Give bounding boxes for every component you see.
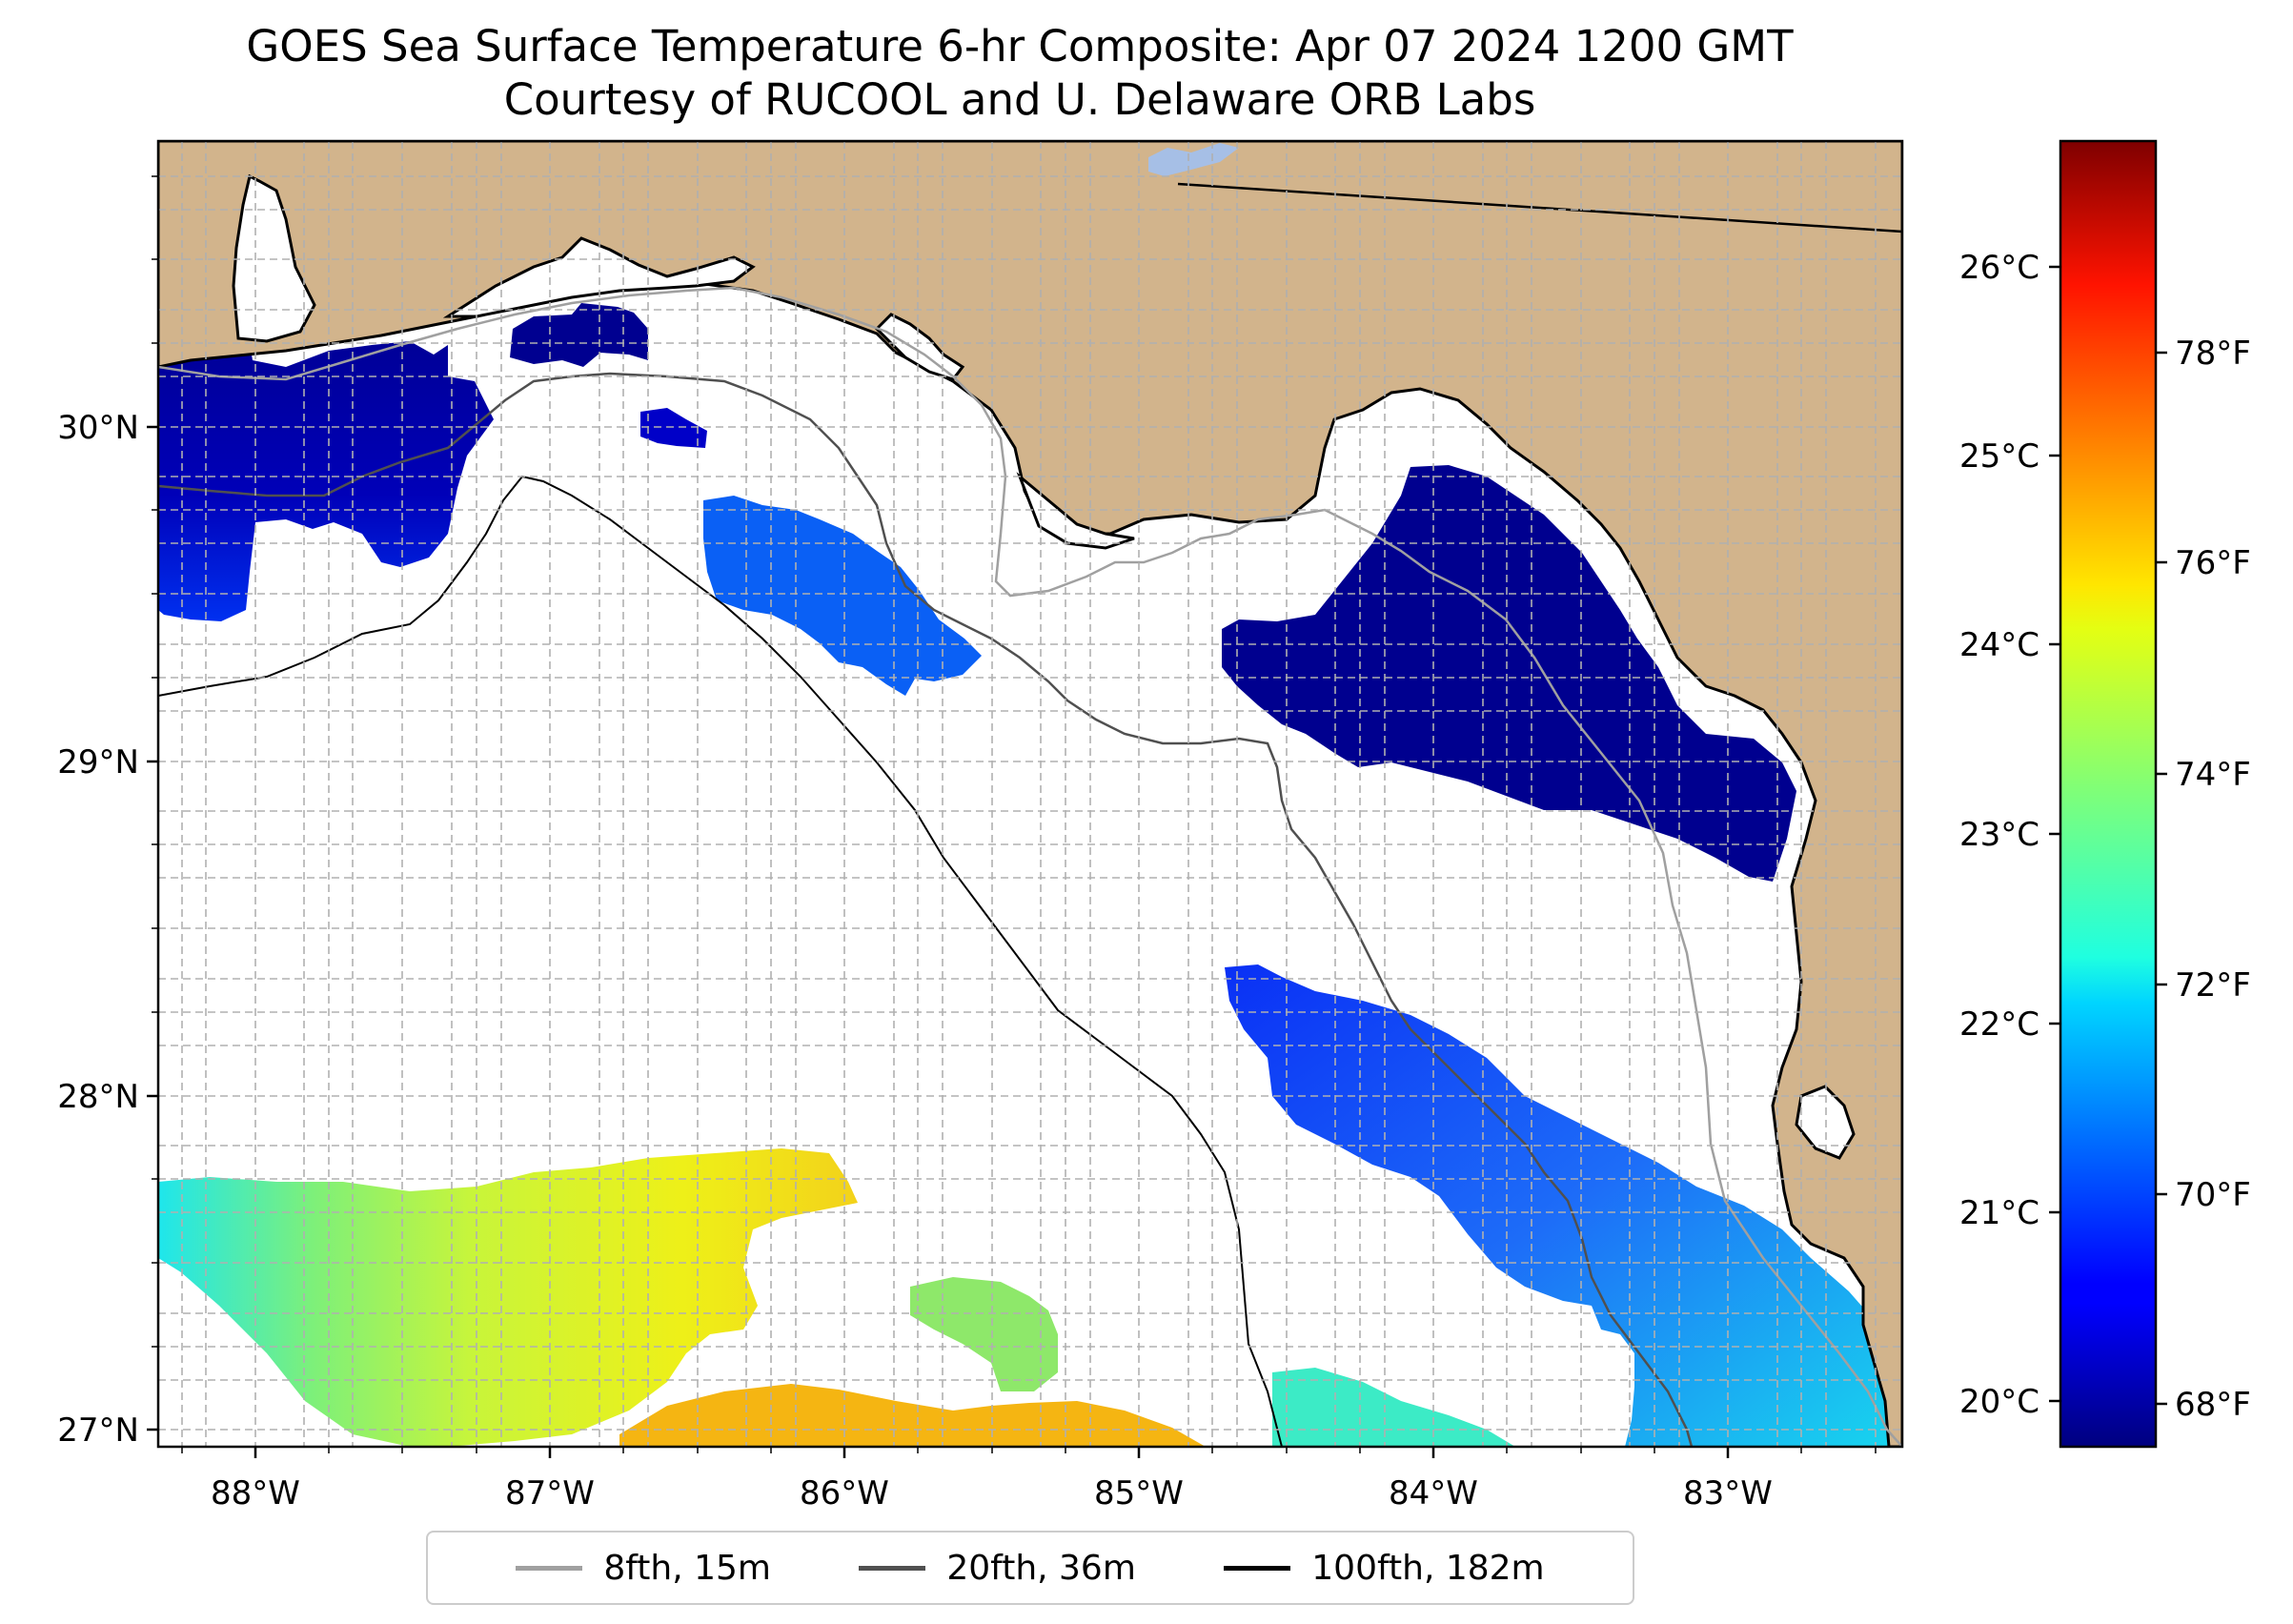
colorbar-label-24c: 24°C: [1959, 626, 2039, 664]
isobath-100fth: [158, 475, 1283, 1447]
isobath-20fth: [158, 372, 1694, 1447]
state-border: [1177, 182, 1902, 233]
lat-label-29n: 29°N: [57, 743, 139, 782]
sst-patch-south-orange: [619, 1384, 1206, 1447]
lon-label-83w: 83°W: [1683, 1474, 1773, 1512]
colorbar-label-22c: 22°C: [1959, 1005, 2039, 1044]
legend-label: 20fth, 36m: [946, 1548, 1136, 1588]
lon-label-85w: 85°W: [1094, 1474, 1184, 1512]
longitude-minor-ticks: [181, 1447, 1877, 1453]
legend-item-100fth: 100fth, 182m: [1224, 1548, 1545, 1588]
sst-patch-southeast: [1225, 964, 1902, 1447]
isobath-legend: 8fth, 15m 20fth, 36m 100fth, 182m: [426, 1531, 1634, 1605]
latitude-ticks: [147, 425, 158, 1431]
lake: [1148, 143, 1239, 176]
colorbar-label-26c: 26°C: [1959, 249, 2039, 287]
colorbar-label-68f: 68°F: [2175, 1386, 2251, 1424]
colorbar-label-21c: 21°C: [1959, 1194, 2039, 1232]
legend-line-icon: [859, 1565, 926, 1571]
coastal-sounds: [442, 236, 756, 318]
colorbar-label-72f: 72°F: [2175, 966, 2251, 1005]
apalachicola-bay: [1016, 472, 1135, 550]
colorbar-label-25c: 25°C: [1959, 437, 2039, 476]
legend-label: 8fth, 15m: [603, 1548, 771, 1588]
lat-label-30n: 30°N: [57, 409, 139, 447]
map-area: [158, 141, 1902, 1447]
sst-patch-south-green: [910, 1277, 1058, 1391]
legend-line-icon: [1224, 1565, 1291, 1571]
sst-patch-north-small: [640, 408, 707, 448]
sst-patch-south-cyan: [1272, 1368, 1515, 1447]
colorbar-label-20c: 20°C: [1959, 1383, 2039, 1421]
colorbar-label-74f: 74°F: [2175, 756, 2251, 794]
map-frame: [156, 139, 1904, 1449]
lon-label-86w: 86°W: [800, 1474, 889, 1512]
sst-patch-north: [510, 303, 648, 367]
colorbar-fahrenheit-ticks: [2156, 351, 2167, 1406]
lon-label-87w: 87°W: [505, 1474, 595, 1512]
sst-patch-central: [703, 496, 982, 696]
map-title: GOES Sea Surface Temperature 6-hr Compos…: [246, 21, 1794, 71]
colorbar-label-23c: 23°C: [1959, 816, 2039, 854]
colorbar-label-78f: 78°F: [2175, 335, 2251, 373]
latitude-minor-ticks: [152, 175, 158, 1348]
lat-label-27n: 27°N: [57, 1411, 139, 1450]
lon-label-88w: 88°W: [211, 1474, 300, 1512]
sst-patch-west: [158, 303, 494, 621]
sst-map-figure: 88°W 87°W 86°W 85°W 84°W 83°W 30°N 29°N …: [57, 139, 2251, 1512]
sst-data-layer: [158, 303, 1902, 1447]
legend-line-icon: [516, 1565, 583, 1571]
colorbar-label-70f: 70°F: [2175, 1176, 2251, 1214]
sst-patch-east: [1222, 465, 1796, 882]
lat-label-28n: 28°N: [57, 1078, 139, 1116]
legend-label: 100fth, 182m: [1311, 1548, 1545, 1588]
gridlines: [158, 141, 1902, 1447]
lon-label-84w: 84°W: [1389, 1474, 1478, 1512]
map-subtitle: Courtesy of RUCOOL and U. Delaware ORB L…: [503, 74, 1536, 125]
colorbar-celsius-ticks: [2049, 265, 2060, 1403]
isobath-8fth: [158, 286, 1902, 1447]
colorbar: [2059, 139, 2158, 1449]
sst-patch-southwest: [158, 1148, 858, 1447]
longitude-ticks: [254, 1447, 1730, 1458]
legend-item-20fth: 20fth, 36m: [859, 1549, 1136, 1588]
legend-item-8fth: 8fth, 15m: [516, 1549, 771, 1588]
colorbar-label-76f: 76°F: [2175, 544, 2251, 582]
